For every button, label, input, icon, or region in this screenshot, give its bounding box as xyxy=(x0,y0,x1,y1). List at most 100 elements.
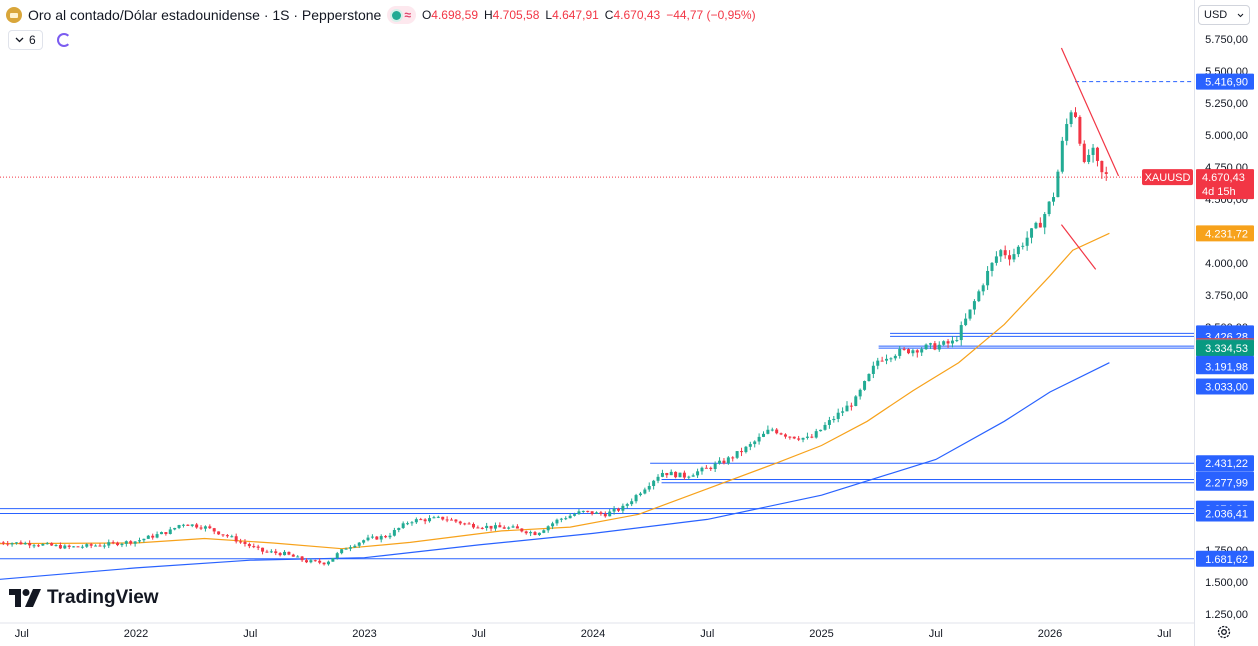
candle-up xyxy=(397,527,401,531)
candle-up xyxy=(920,349,924,353)
candle-up xyxy=(871,365,875,374)
candle-up xyxy=(700,467,704,472)
market-open-dot-icon xyxy=(392,10,402,20)
candle-up xyxy=(805,436,809,438)
y-tick-label: 1.500,00 xyxy=(1205,577,1248,589)
candle-up xyxy=(335,553,339,559)
candle-up xyxy=(362,540,366,543)
candle-up xyxy=(401,523,405,528)
candle-down xyxy=(76,546,80,548)
candle-up xyxy=(138,540,142,542)
price-label-box xyxy=(1196,358,1254,375)
candle-up xyxy=(990,262,994,271)
candle-down xyxy=(849,405,853,407)
candle-up xyxy=(348,547,352,549)
candle-up xyxy=(493,525,497,529)
trend-line xyxy=(1060,224,1097,270)
candle-down xyxy=(212,528,216,532)
candle-down xyxy=(375,536,379,540)
candle-down xyxy=(902,348,906,350)
candle-up xyxy=(410,522,414,524)
symbol-title[interactable]: Oro al contado/Dólar estadounidense · 1S… xyxy=(28,7,382,23)
current-price-box xyxy=(1196,169,1254,200)
candle-up xyxy=(718,460,722,464)
market-status[interactable]: ≈ xyxy=(387,6,416,24)
indicators-toggle-button[interactable]: 6 xyxy=(8,30,43,50)
candle-down xyxy=(1,542,5,544)
candle-up xyxy=(388,535,392,538)
candle-down xyxy=(498,525,502,528)
candle-down xyxy=(313,560,317,562)
chevron-down-icon xyxy=(1237,13,1244,17)
y-tick-label: 1.250,00 xyxy=(1205,609,1248,621)
candle-up xyxy=(630,501,634,505)
moving-average-line xyxy=(0,362,1110,580)
price-label-box xyxy=(1196,455,1254,472)
symbol-tag: XAUUSD xyxy=(1145,172,1191,184)
candle-up xyxy=(595,512,599,514)
x-tick-label: 2026 xyxy=(1038,628,1062,640)
candle-down xyxy=(300,556,304,561)
candle-up xyxy=(203,526,207,529)
gear-icon[interactable] xyxy=(1216,624,1232,640)
candle-up xyxy=(568,515,572,519)
chevron-down-icon xyxy=(15,37,24,43)
candle-down xyxy=(261,547,265,552)
candle-down xyxy=(28,543,32,546)
candle-down xyxy=(731,457,735,459)
candle-down xyxy=(1104,172,1108,174)
currency-select[interactable]: USD xyxy=(1198,5,1250,25)
candle-up xyxy=(652,480,656,487)
candle-up xyxy=(836,412,840,419)
candle-down xyxy=(458,521,462,524)
candle-up xyxy=(1021,245,1025,247)
candle-up xyxy=(999,250,1003,257)
candle-up xyxy=(485,525,489,529)
x-tick-label: Jul xyxy=(700,628,714,640)
candle-up xyxy=(80,546,84,548)
candle-up xyxy=(744,446,748,453)
candle-up xyxy=(827,420,831,425)
x-tick-label: Jul xyxy=(1157,628,1171,640)
candle-down xyxy=(476,527,480,529)
candle-down xyxy=(36,545,40,547)
candle-up xyxy=(660,472,664,477)
candle-down xyxy=(419,519,423,521)
candle-up xyxy=(326,561,330,565)
price-label-box xyxy=(1196,340,1254,357)
candle-up xyxy=(1012,254,1016,260)
candle-up xyxy=(309,560,313,563)
candle-up xyxy=(766,429,770,434)
candle-down xyxy=(164,532,168,535)
candle-up xyxy=(858,389,862,397)
price-label: 1.681,62 xyxy=(1205,554,1248,566)
candle-down xyxy=(520,528,524,532)
candle-down xyxy=(199,527,203,529)
candle-down xyxy=(709,467,713,470)
tradingview-logo[interactable]: TradingView xyxy=(9,587,159,609)
candle-up xyxy=(1052,197,1056,202)
candle-down xyxy=(6,543,10,545)
candle-down xyxy=(265,551,269,553)
candle-down xyxy=(704,467,708,469)
candle-down xyxy=(946,341,950,344)
candle-up xyxy=(168,529,172,535)
candle-up xyxy=(898,348,902,356)
candle-up xyxy=(1065,124,1069,141)
candle-down xyxy=(463,523,467,525)
y-tick-label: 5.750,00 xyxy=(1205,34,1248,46)
candle-up xyxy=(146,535,150,539)
candle-up xyxy=(678,472,682,478)
countdown-label: 4d 15h xyxy=(1202,186,1236,198)
candle-up xyxy=(885,358,889,361)
candle-down xyxy=(674,471,678,478)
x-tick-label: 2023 xyxy=(352,628,376,640)
price-label: 2.036,41 xyxy=(1205,509,1248,521)
candle-up xyxy=(529,532,533,534)
x-tick-label: Jul xyxy=(15,628,29,640)
candle-up xyxy=(625,504,629,506)
candle-down xyxy=(722,460,726,464)
candle-up xyxy=(173,527,177,530)
candle-up xyxy=(1060,140,1064,172)
